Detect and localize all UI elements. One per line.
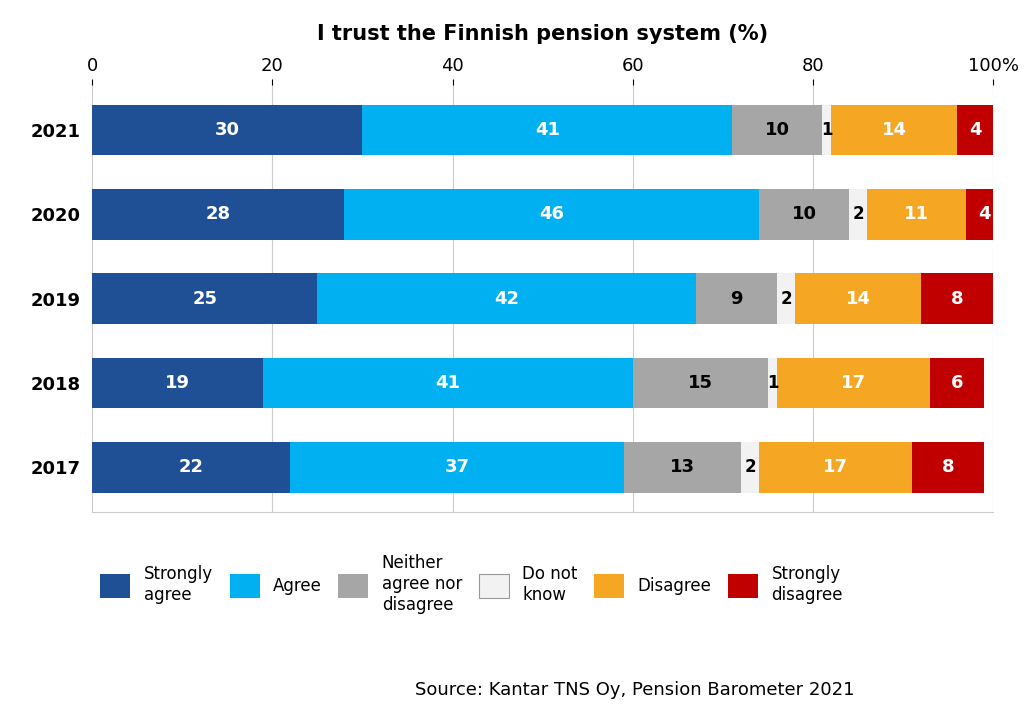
Text: 37: 37: [444, 458, 470, 476]
Bar: [957, 105, 993, 155]
Text: 22: 22: [179, 458, 204, 476]
Bar: [344, 189, 759, 240]
Bar: [867, 189, 967, 240]
Text: 30: 30: [215, 121, 240, 139]
Text: 41: 41: [435, 374, 461, 392]
Legend: Strongly
agree, Agree, Neither
agree nor
disagree, Do not
know, Disagree, Strong: Strongly agree, Agree, Neither agree nor…: [100, 555, 843, 614]
Bar: [768, 358, 777, 408]
Text: 10: 10: [792, 205, 816, 223]
Bar: [92, 358, 263, 408]
Text: 2: 2: [780, 289, 792, 308]
Bar: [849, 189, 867, 240]
Bar: [362, 105, 732, 155]
Text: 46: 46: [540, 205, 564, 223]
Bar: [777, 358, 930, 408]
Text: 1: 1: [821, 121, 833, 139]
Bar: [92, 442, 291, 493]
Text: 4: 4: [969, 121, 982, 139]
Bar: [967, 189, 1002, 240]
Text: 17: 17: [841, 374, 866, 392]
Bar: [822, 105, 831, 155]
Bar: [317, 273, 696, 324]
Bar: [696, 273, 777, 324]
Bar: [633, 358, 768, 408]
Text: 11: 11: [904, 205, 929, 223]
Text: 41: 41: [535, 121, 560, 139]
Text: 2: 2: [852, 205, 864, 223]
Text: 4: 4: [978, 205, 990, 223]
Bar: [263, 358, 633, 408]
Bar: [92, 273, 317, 324]
Bar: [291, 442, 624, 493]
Text: 6: 6: [951, 374, 964, 392]
Bar: [777, 273, 795, 324]
Title: I trust the Finnish pension system (%): I trust the Finnish pension system (%): [317, 24, 768, 44]
Text: 1: 1: [767, 374, 778, 392]
Bar: [624, 442, 741, 493]
Bar: [922, 273, 993, 324]
Bar: [92, 105, 362, 155]
Text: 17: 17: [823, 458, 848, 476]
Bar: [732, 105, 822, 155]
Text: 9: 9: [730, 289, 742, 308]
Text: 2: 2: [744, 458, 756, 476]
Bar: [741, 442, 759, 493]
Text: 14: 14: [882, 121, 906, 139]
Text: 25: 25: [193, 289, 217, 308]
Bar: [912, 442, 984, 493]
Bar: [795, 273, 922, 324]
Bar: [759, 442, 912, 493]
Text: 15: 15: [688, 374, 713, 392]
Text: 8: 8: [951, 289, 964, 308]
Text: Source: Kantar TNS Oy, Pension Barometer 2021: Source: Kantar TNS Oy, Pension Barometer…: [415, 680, 855, 699]
Text: 13: 13: [670, 458, 695, 476]
Bar: [831, 105, 957, 155]
Text: 14: 14: [846, 289, 870, 308]
Bar: [930, 358, 984, 408]
Text: 42: 42: [495, 289, 519, 308]
Text: 28: 28: [206, 205, 230, 223]
Bar: [759, 189, 849, 240]
Text: 8: 8: [942, 458, 954, 476]
Text: 10: 10: [765, 121, 790, 139]
Text: 19: 19: [165, 374, 190, 392]
Bar: [92, 189, 344, 240]
